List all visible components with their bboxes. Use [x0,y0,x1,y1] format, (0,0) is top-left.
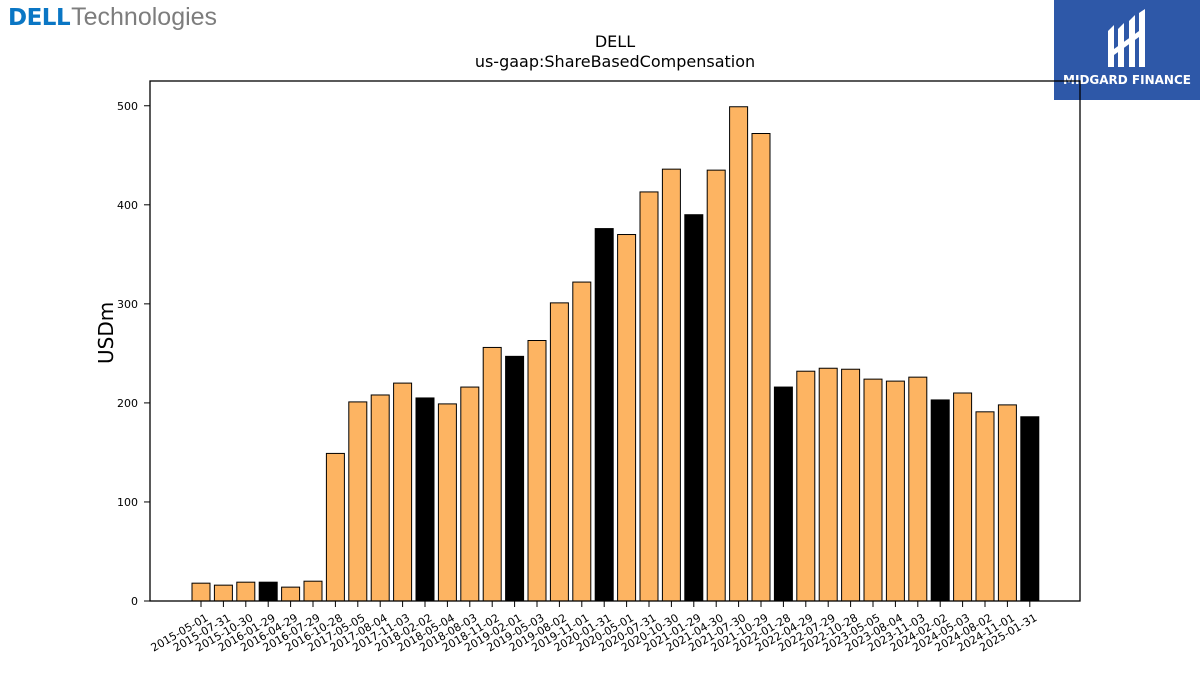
dell-wordmark: DELL [8,5,71,31]
bar-2020-01-31 [594,228,614,602]
bar-2016-10-28 [325,452,345,602]
bar-2020-10-30 [661,168,681,602]
y-tick-label-300: 300 [117,298,138,311]
bar-2021-04-30 [706,169,726,602]
y-tick-label-200: 200 [117,397,138,410]
bar-2023-05-05 [863,378,883,602]
bar-2017-11-03 [393,382,413,602]
bar-2024-05-03 [953,392,973,602]
bar-2019-02-01 [505,355,525,602]
bar-2020-07-31 [639,191,659,602]
y-tick-label-0: 0 [131,595,138,608]
bar-2021-10-29 [751,133,771,602]
dell-technologies-logo: DELL Technologies [8,3,217,33]
bar-2025-01-31 [1020,416,1040,602]
technologies-wordmark: Technologies [71,3,218,31]
bar-2018-08-03 [460,386,480,602]
y-tick-label-400: 400 [117,199,138,212]
y-tick-label-100: 100 [117,496,138,509]
bar-2023-11-03 [908,376,928,602]
midgard-finance-label: MIDGARD FINANCE [1063,73,1191,87]
bar-2019-05-03 [527,340,547,602]
bar-2015-05-01 [191,582,211,602]
bar-2019-08-02 [549,302,569,602]
chart-subtitle: us-gaap:ShareBasedCompensation [474,52,756,71]
plot-frame [149,80,1081,602]
bar-2022-01-28 [773,386,793,602]
bar-2022-04-29 [796,370,816,602]
chart-header: DELL us-gaap:ShareBasedCompensation [150,32,1080,72]
bar-2016-01-29 [258,581,278,602]
midgard-finance-logo: MIDGARD FINANCE [1054,0,1200,100]
bar-2018-05-04 [437,403,457,602]
bar-2021-01-29 [684,214,704,602]
chart-title: DELL [594,32,636,51]
bar-2024-02-02 [930,399,950,602]
bar-2016-04-29 [281,586,301,602]
bar-2020-05-01 [617,234,637,602]
bar-2021-07-30 [729,106,749,602]
y-tick-label-500: 500 [117,100,138,113]
bar-2023-08-04 [885,380,905,602]
bar-2024-11-01 [997,404,1017,602]
bar-2018-02-02 [415,397,435,602]
bar-2015-10-30 [236,581,256,602]
bar-2022-10-28 [841,368,861,602]
bar-2017-05-05 [348,401,368,602]
bar-2017-08-04 [370,394,390,602]
bar-2016-07-29 [303,580,323,602]
bar-2019-11-01 [572,281,592,602]
bar-2015-07-31 [213,584,233,602]
bar-2024-08-02 [975,411,995,602]
bar-2022-07-29 [818,367,838,602]
bar-2018-11-02 [482,346,502,602]
midgard-emblem-icon [1108,9,1145,67]
